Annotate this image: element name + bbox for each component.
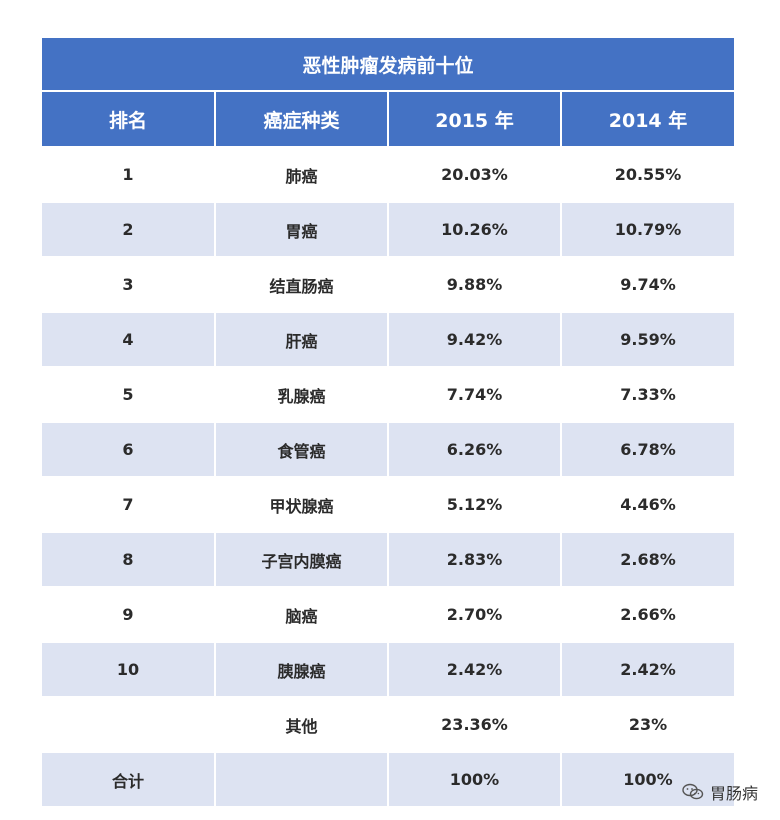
cancer-type-cell	[215, 751, 389, 806]
table-row: 合计 100% 100%	[42, 751, 735, 806]
value-2014-cell: 9.59%	[561, 311, 735, 367]
rank-cell: 5	[42, 366, 216, 422]
rank-cell: 8	[42, 531, 216, 587]
table-title: 恶性肿瘤发病前十位	[42, 38, 735, 92]
value-2015-cell: 9.88%	[388, 256, 562, 312]
value-2015-cell: 5.12%	[388, 476, 562, 532]
value-2014-cell: 4.46%	[561, 476, 735, 532]
value-2014-cell: 7.33%	[561, 366, 735, 422]
rank-cell: 4	[42, 311, 216, 367]
rank-cell: 合计	[42, 751, 216, 806]
cancer-type-cell: 脑癌	[215, 586, 389, 642]
table-row: 2 胃癌 10.26% 10.79%	[42, 201, 735, 257]
cancer-type-cell: 甲状腺癌	[215, 476, 389, 532]
rank-cell	[42, 696, 216, 752]
cancer-type-cell: 结直肠癌	[215, 256, 389, 312]
value-2014-cell: 2.42%	[561, 641, 735, 697]
cancer-incidence-table: 恶性肿瘤发病前十位 排名 癌症种类 2015 年 2014 年 1 肺癌 20.03…	[42, 38, 735, 806]
cancer-type-cell: 胰腺癌	[215, 641, 389, 697]
table-row: 6 食管癌 6.26% 6.78%	[42, 421, 735, 477]
value-2014-cell: 9.74%	[561, 256, 735, 312]
value-2015-cell: 23.36%	[388, 696, 562, 752]
value-2014-cell: 100%	[561, 751, 735, 806]
value-2014-cell: 6.78%	[561, 421, 735, 477]
rank-cell: 10	[42, 641, 216, 697]
cancer-type-cell: 胃癌	[215, 201, 389, 257]
value-2015-cell: 2.70%	[388, 586, 562, 642]
header-row: 排名 癌症种类 2015 年 2014 年	[42, 91, 735, 147]
rank-cell: 7	[42, 476, 216, 532]
value-2014-cell: 2.68%	[561, 531, 735, 587]
wechat-icon	[682, 783, 704, 800]
value-2014-cell: 20.55%	[561, 146, 735, 202]
table-row: 9 脑癌 2.70% 2.66%	[42, 586, 735, 642]
value-2015-cell: 10.26%	[388, 201, 562, 257]
cancer-type-cell: 子宫内膜癌	[215, 531, 389, 587]
table-row: 10 胰腺癌 2.42% 2.42%	[42, 641, 735, 697]
column-header-cancer-type: 癌症种类	[215, 91, 389, 147]
cancer-type-cell: 其他	[215, 696, 389, 752]
watermark: 胃肠病	[682, 780, 758, 804]
cancer-type-cell: 肺癌	[215, 146, 389, 202]
table-row: 4 肝癌 9.42% 9.59%	[42, 311, 735, 367]
rank-cell: 1	[42, 146, 216, 202]
cancer-type-cell: 乳腺癌	[215, 366, 389, 422]
title-row: 恶性肿瘤发病前十位	[42, 38, 735, 92]
column-header-2015: 2015 年	[388, 91, 562, 147]
value-2014-cell: 2.66%	[561, 586, 735, 642]
table-row: 8 子宫内膜癌 2.83% 2.68%	[42, 531, 735, 587]
value-2015-cell: 100%	[388, 751, 562, 806]
value-2015-cell: 9.42%	[388, 311, 562, 367]
cancer-type-cell: 食管癌	[215, 421, 389, 477]
rank-cell: 9	[42, 586, 216, 642]
column-header-2014: 2014 年	[561, 91, 735, 147]
value-2014-cell: 10.79%	[561, 201, 735, 257]
value-2015-cell: 7.74%	[388, 366, 562, 422]
table-row: 3 结直肠癌 9.88% 9.74%	[42, 256, 735, 312]
cancer-type-cell: 肝癌	[215, 311, 389, 367]
value-2015-cell: 2.42%	[388, 641, 562, 697]
rank-cell: 3	[42, 256, 216, 312]
value-2015-cell: 6.26%	[388, 421, 562, 477]
column-header-rank: 排名	[42, 91, 216, 147]
rank-cell: 6	[42, 421, 216, 477]
value-2015-cell: 20.03%	[388, 146, 562, 202]
table-body: 1 肺癌 20.03% 20.55% 2 胃癌 10.26% 10.79% 3 结直肠癌 9.88%…	[42, 146, 735, 806]
watermark-text: 胃肠病	[709, 784, 758, 803]
table-row: 5 乳腺癌 7.74% 7.33%	[42, 366, 735, 422]
table-row: 1 肺癌 20.03% 20.55%	[42, 146, 735, 202]
rank-cell: 2	[42, 201, 216, 257]
value-2014-cell: 23%	[561, 696, 735, 752]
table-row: 7 甲状腺癌 5.12% 4.46%	[42, 476, 735, 532]
table-row: 其他 23.36% 23%	[42, 696, 735, 752]
value-2015-cell: 2.83%	[388, 531, 562, 587]
